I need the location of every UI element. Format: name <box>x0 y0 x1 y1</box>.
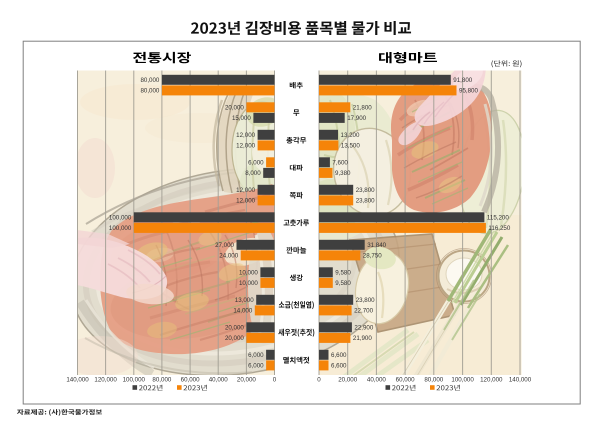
svg-text:17,900: 17,900 <box>347 115 366 122</box>
svg-text:20,000: 20,000 <box>237 377 256 384</box>
svg-text:10,000: 10,000 <box>239 280 258 287</box>
svg-text:12,000: 12,000 <box>236 132 255 139</box>
svg-text:100,000: 100,000 <box>109 225 132 232</box>
svg-text:13,200: 13,200 <box>341 132 360 139</box>
svg-text:91,800: 91,800 <box>453 77 472 84</box>
svg-text:100,000: 100,000 <box>451 377 474 384</box>
svg-text:23,800: 23,800 <box>356 297 375 304</box>
svg-text:6,000: 6,000 <box>248 352 264 359</box>
svg-text:40,000: 40,000 <box>367 377 386 384</box>
svg-text:0: 0 <box>317 377 321 384</box>
svg-text:9,380: 9,380 <box>335 170 351 177</box>
svg-text:20,000: 20,000 <box>338 377 357 384</box>
svg-text:60,000: 60,000 <box>181 377 200 384</box>
svg-text:24,000: 24,000 <box>219 253 238 260</box>
svg-text:60,000: 60,000 <box>396 377 415 384</box>
svg-text:31,840: 31,840 <box>367 242 386 249</box>
svg-text:20,000: 20,000 <box>225 325 244 332</box>
svg-text:14,000: 14,000 <box>233 308 252 315</box>
svg-text:116,250: 116,250 <box>488 225 510 232</box>
svg-text:21,800: 21,800 <box>353 105 372 112</box>
svg-text:80,000: 80,000 <box>140 88 159 95</box>
svg-text:9,580: 9,580 <box>335 270 351 277</box>
svg-text:13,000: 13,000 <box>235 297 254 304</box>
svg-text:80,000: 80,000 <box>152 377 171 384</box>
svg-text:0: 0 <box>273 377 277 384</box>
svg-text:120,000: 120,000 <box>480 377 503 384</box>
svg-text:22,700: 22,700 <box>354 308 373 315</box>
svg-text:8,000: 8,000 <box>245 170 261 177</box>
svg-text:20,000: 20,000 <box>225 105 244 112</box>
svg-text:6,600: 6,600 <box>331 352 347 359</box>
svg-text:6,600: 6,600 <box>331 363 347 370</box>
svg-text:12,000: 12,000 <box>236 198 255 205</box>
svg-text:27,000: 27,000 <box>215 242 234 249</box>
svg-text:6,000: 6,000 <box>248 160 264 167</box>
svg-text:140,000: 140,000 <box>66 377 89 384</box>
svg-text:140,000: 140,000 <box>509 377 532 384</box>
svg-text:10,000: 10,000 <box>239 270 258 277</box>
svg-text:100,000: 100,000 <box>109 215 132 222</box>
svg-text:7,600: 7,600 <box>332 160 348 167</box>
svg-text:100,000: 100,000 <box>123 377 146 384</box>
svg-text:22,900: 22,900 <box>354 325 373 332</box>
svg-text:80,000: 80,000 <box>140 77 159 84</box>
svg-text:9,580: 9,580 <box>335 280 351 287</box>
svg-text:13,500: 13,500 <box>341 143 360 150</box>
svg-text:20,000: 20,000 <box>225 335 244 342</box>
svg-text:6,000: 6,000 <box>248 363 264 370</box>
svg-text:21,900: 21,900 <box>353 335 372 342</box>
svg-text:23,800: 23,800 <box>356 198 375 205</box>
svg-text:28,750: 28,750 <box>363 253 382 260</box>
svg-text:40,000: 40,000 <box>209 377 228 384</box>
svg-text:120,000: 120,000 <box>94 377 117 384</box>
svg-text:12,000: 12,000 <box>236 143 255 150</box>
svg-text:12,000: 12,000 <box>236 187 255 194</box>
svg-text:115,200: 115,200 <box>487 215 509 222</box>
svg-text:23,800: 23,800 <box>356 187 375 194</box>
svg-text:80,000: 80,000 <box>424 377 443 384</box>
svg-text:15,000: 15,000 <box>232 115 251 122</box>
svg-text:95,800: 95,800 <box>459 88 478 95</box>
